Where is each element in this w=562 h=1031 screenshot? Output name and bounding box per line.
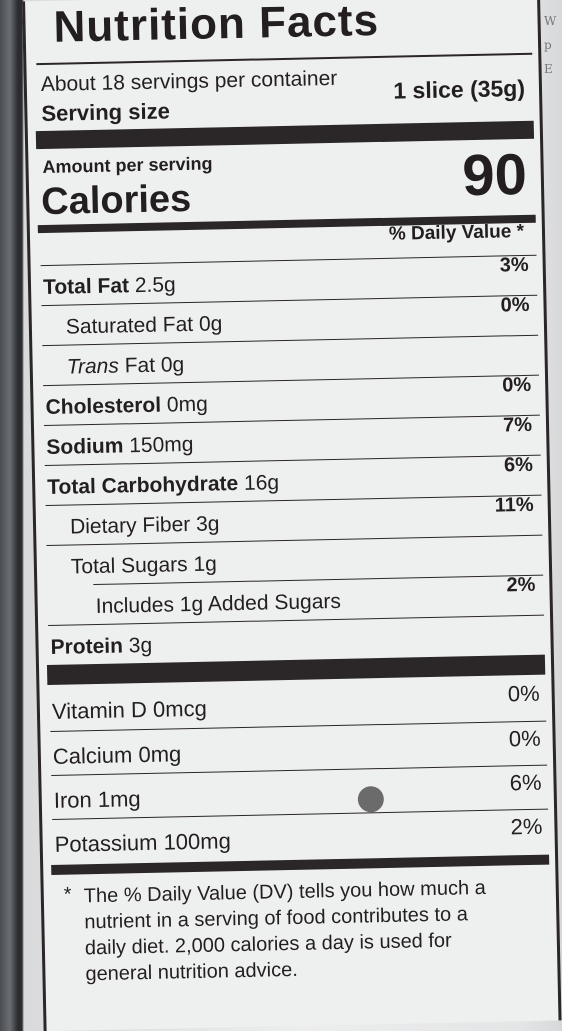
nutrient-dv: 6% [504,454,533,478]
vitamin-name: Calcium [53,742,133,769]
divider [36,53,532,65]
vitamin-name: Iron [54,787,92,813]
nutrient-amount: 3g [129,634,153,657]
nutrient-dv: 0% [500,294,529,318]
nutrient-name: Saturated Fat [66,313,194,339]
nutrient-dv: 2% [506,574,535,598]
vitamin-amount: 1mg [98,786,141,812]
nutrient-dv: 3% [500,254,529,278]
side-char: W [544,14,556,28]
nutrient-amount: 0g [161,353,185,376]
serving-size-value: 1 slice (35g) [393,75,525,105]
vitamin-name: Vitamin D [52,697,147,724]
daily-value-header: % Daily Value * [389,221,525,246]
vitamin-dv: 2% [510,814,542,841]
nutrient-name: Trans [66,354,119,378]
nutrient-amount: 1g [193,552,217,575]
calories-label: Calories [41,178,192,224]
calories-value: 90 [462,141,528,209]
nutrient-dv: 11% [495,494,534,518]
side-char: E [544,62,553,76]
nutrient-name-suffix: Fat [124,354,155,378]
nutrient-name: Includes 1g Added Sugars [96,590,342,618]
nutrient-dv: 7% [503,414,532,438]
vitamin-dv: 0% [508,681,540,708]
vitamin-name: Potassium [54,830,157,857]
nutrition-facts-panel: Nutrition Facts About 18 servings per co… [22,0,561,1031]
nutrient-amount: 0g [199,312,223,335]
vitamin-amount: 100mg [163,828,231,854]
footnote-asterisk: * [64,882,72,908]
nutrient-amount: 2.5g [135,273,176,297]
nutrient-name: Protein [50,634,123,659]
nutrient-name: Dietary Fiber [70,513,191,539]
nutrient-name: Total Fat [43,274,129,299]
nutrient-amount: 16g [244,471,280,495]
vitamin-dv: 0% [509,726,541,753]
nutrient-dv: 0% [502,374,531,398]
nutrient-amount: 0mg [167,393,208,417]
vitamin-amount: 0mcg [153,696,207,722]
panel-title: Nutrition Facts [53,0,379,53]
vitamin-amount: 0mg [138,741,181,767]
serving-size-label: Serving size [41,98,170,127]
daily-value-footnote: * The % Daily Value (DV) tells you how m… [64,874,536,884]
nutrient-name: Sodium [46,434,123,459]
nutrient-amount: 3g [196,512,220,535]
nutrient-name: Cholesterol [45,394,161,419]
amount-per-serving: Amount per serving [42,153,212,178]
side-char: p [544,38,552,52]
nutrient-name: Total Carbohydrate [47,472,238,499]
vitamin-dv: 6% [509,770,541,797]
nutrient-amount: 150mg [129,433,194,457]
nutrient-name: Total Sugars [71,553,188,578]
